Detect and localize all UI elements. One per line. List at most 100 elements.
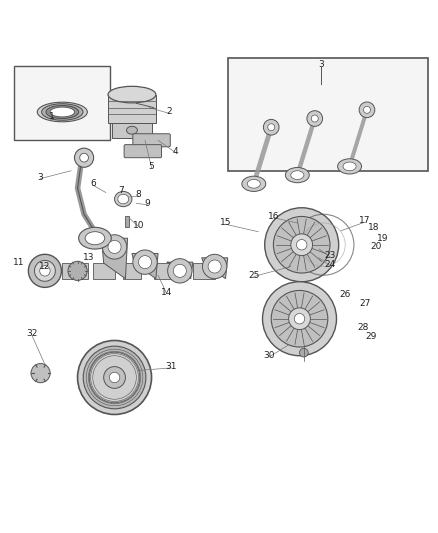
Circle shape: [359, 102, 375, 118]
Text: 23: 23: [324, 251, 336, 260]
Text: 2: 2: [166, 108, 172, 117]
FancyBboxPatch shape: [133, 134, 170, 147]
Text: 26: 26: [339, 290, 351, 300]
Bar: [62, 263, 88, 279]
Bar: [14, 66, 110, 140]
Text: 5: 5: [148, 162, 155, 171]
Ellipse shape: [242, 176, 266, 191]
Ellipse shape: [115, 191, 132, 207]
Circle shape: [208, 260, 221, 273]
Text: 25: 25: [248, 271, 259, 280]
Ellipse shape: [50, 107, 74, 117]
Circle shape: [262, 282, 336, 356]
Circle shape: [265, 208, 339, 282]
Text: 18: 18: [368, 223, 379, 232]
Bar: [125, 216, 129, 228]
Text: 14: 14: [161, 288, 173, 297]
Circle shape: [74, 148, 94, 167]
Ellipse shape: [291, 171, 304, 180]
Ellipse shape: [79, 228, 111, 249]
Text: 29: 29: [366, 332, 377, 341]
Polygon shape: [102, 238, 127, 279]
Circle shape: [291, 234, 313, 256]
Circle shape: [35, 261, 55, 281]
Text: 32: 32: [26, 329, 38, 338]
Ellipse shape: [338, 159, 361, 174]
Text: 19: 19: [376, 233, 388, 243]
Ellipse shape: [42, 104, 83, 120]
Text: 3: 3: [318, 60, 324, 69]
Text: 11: 11: [13, 257, 25, 266]
Circle shape: [268, 124, 275, 131]
Bar: [193, 263, 215, 279]
Text: 6: 6: [90, 179, 95, 188]
Text: 24: 24: [325, 260, 336, 269]
Circle shape: [273, 216, 330, 273]
Circle shape: [311, 115, 318, 122]
FancyBboxPatch shape: [124, 144, 162, 158]
Text: 8: 8: [136, 190, 141, 199]
Text: 10: 10: [133, 221, 144, 230]
Text: 28: 28: [357, 323, 368, 332]
Ellipse shape: [127, 126, 138, 134]
Circle shape: [108, 240, 121, 254]
Bar: [123, 263, 141, 279]
Ellipse shape: [118, 194, 129, 204]
Bar: [228, 58, 428, 171]
Ellipse shape: [43, 104, 81, 119]
Circle shape: [289, 308, 311, 329]
Ellipse shape: [37, 102, 87, 122]
Text: 13: 13: [83, 253, 94, 262]
Text: 4: 4: [173, 147, 178, 156]
Circle shape: [168, 259, 192, 283]
Polygon shape: [167, 262, 193, 279]
Bar: [93, 263, 115, 279]
Ellipse shape: [247, 180, 260, 188]
Circle shape: [138, 256, 152, 269]
Circle shape: [297, 239, 307, 250]
Text: 1: 1: [49, 112, 54, 121]
Text: 27: 27: [359, 299, 371, 308]
Ellipse shape: [108, 86, 156, 103]
Circle shape: [173, 264, 186, 277]
Circle shape: [263, 119, 279, 135]
Text: 3: 3: [38, 173, 43, 182]
Text: 7: 7: [118, 186, 124, 195]
Circle shape: [202, 254, 227, 279]
Circle shape: [271, 290, 328, 347]
Ellipse shape: [47, 106, 78, 118]
Circle shape: [83, 346, 146, 409]
Ellipse shape: [85, 232, 105, 245]
Ellipse shape: [286, 167, 309, 183]
Circle shape: [31, 364, 50, 383]
Polygon shape: [108, 94, 156, 123]
Circle shape: [307, 111, 322, 126]
Text: 9: 9: [144, 199, 150, 208]
Text: 20: 20: [370, 243, 381, 252]
Circle shape: [40, 265, 50, 276]
Bar: [154, 263, 180, 279]
Circle shape: [364, 107, 371, 114]
Ellipse shape: [46, 106, 79, 118]
Polygon shape: [201, 258, 228, 279]
Circle shape: [294, 313, 305, 324]
Circle shape: [300, 349, 308, 357]
Ellipse shape: [343, 162, 356, 171]
Text: 12: 12: [39, 262, 51, 271]
Circle shape: [78, 341, 152, 415]
Text: 16: 16: [268, 212, 279, 221]
Circle shape: [80, 154, 88, 162]
Circle shape: [68, 261, 87, 280]
Text: 15: 15: [220, 219, 231, 228]
Circle shape: [133, 250, 157, 274]
Text: 31: 31: [166, 362, 177, 371]
Text: 17: 17: [359, 216, 371, 225]
Circle shape: [89, 352, 140, 403]
Circle shape: [28, 254, 61, 287]
Circle shape: [102, 235, 127, 259]
Polygon shape: [113, 123, 152, 138]
Circle shape: [104, 367, 125, 389]
Text: 30: 30: [263, 351, 275, 360]
Circle shape: [110, 372, 120, 383]
Polygon shape: [132, 254, 158, 279]
